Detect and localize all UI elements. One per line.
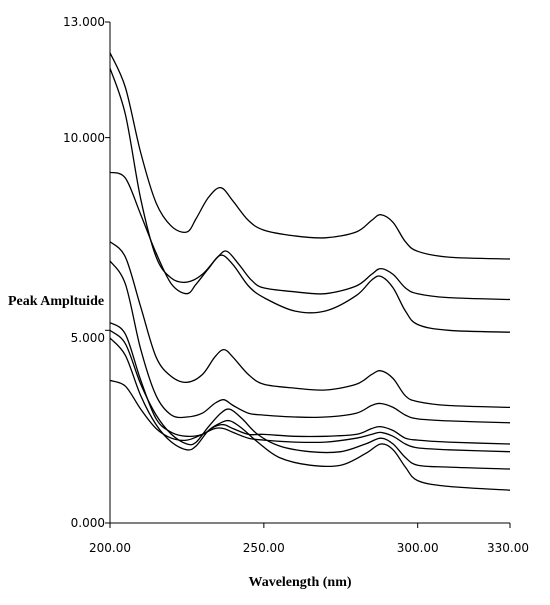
tick-labels: 200.00 250.00 300.00 330.00 0.000 5.000 …	[63, 15, 529, 555]
series-line-2	[109, 67, 511, 301]
series-line-7	[109, 329, 511, 470]
y-tick-label: 5.000	[71, 331, 105, 345]
series-line-6	[109, 322, 511, 445]
x-tick-label: 300.00	[397, 541, 439, 555]
x-tick-label: 250.00	[243, 541, 285, 555]
axes	[109, 22, 510, 524]
y-axis-title: Peak Ampltuide	[8, 294, 104, 309]
series-group	[109, 52, 511, 491]
y-tick-label: 13.000	[63, 15, 105, 29]
ticks	[105, 21, 511, 528]
x-tick-label: 330.00	[487, 541, 529, 555]
series-line-9	[109, 379, 511, 453]
series-line-5	[109, 260, 511, 424]
series-line-1	[109, 52, 511, 260]
series-line-4	[109, 241, 511, 409]
x-tick-label: 200.00	[89, 541, 131, 555]
x-axis-title: Wavelength (nm)	[248, 575, 351, 590]
series-line-3	[109, 171, 511, 333]
y-tick-label: 0.000	[71, 516, 105, 530]
y-tick-label: 10.000	[63, 131, 105, 145]
